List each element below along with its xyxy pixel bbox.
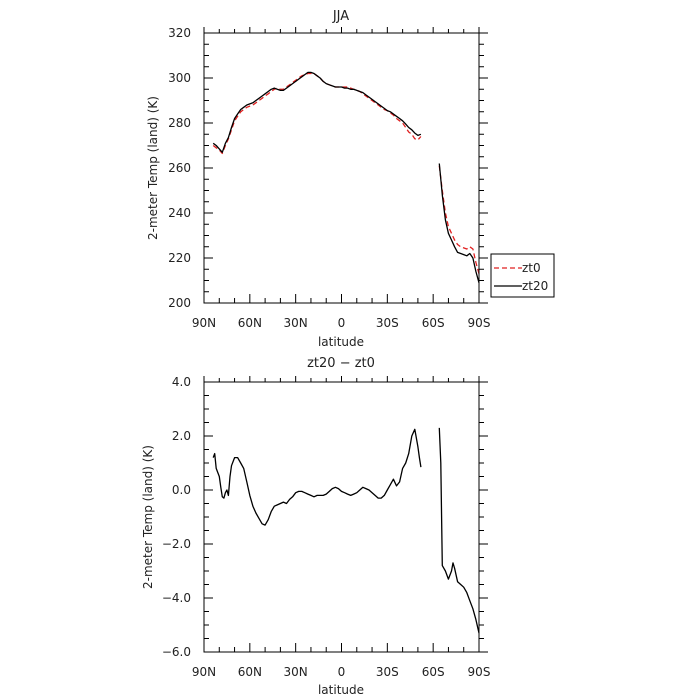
- bottom-x-tick-label: 60N: [238, 665, 262, 679]
- top-x-tick-label: 30S: [376, 316, 399, 330]
- top-ticks-layer: 90N 60N 30N 0 30S 60S 90S 200 220 240 260 280 300 320: [168, 26, 490, 330]
- bottom-panel: zt20 − zt0 90N 60N 30N 0 30S 60S 90S −6.0 −4.0 −2…: [141, 356, 490, 697]
- top-y-tick-label: 200: [168, 296, 191, 310]
- bottom-series-diff-segment-0: [212, 428, 422, 526]
- top-series-zt0-segment-0: [212, 72, 422, 155]
- bottom-y-axis-label: 2-meter Temp (land) (K): [141, 445, 155, 589]
- top-y-tick-label: 220: [168, 251, 191, 265]
- top-y-tick-label: 300: [168, 71, 191, 85]
- bottom-series-layer: [212, 427, 480, 634]
- top-y-tick-label: 260: [168, 161, 191, 175]
- top-series-zt0-segment-1: [438, 165, 480, 274]
- top-x-tick-label: 0: [338, 316, 346, 330]
- top-series-zt20-segment-0: [212, 71, 422, 153]
- top-y-tick-label: 280: [168, 116, 191, 130]
- top-y-axis-label: 2-meter Temp (land) (K): [146, 96, 160, 240]
- bottom-y-tick-label: 0.0: [172, 483, 191, 497]
- top-series-layer: [212, 71, 480, 283]
- bottom-ticks-layer: 90N 60N 30N 0 30S 60S 90S −6.0 −4.0 −2.0 0.0 2.0 4.0: [162, 375, 491, 679]
- bottom-x-axis-label: latitude: [318, 683, 364, 697]
- top-x-tick-label: 90S: [468, 316, 491, 330]
- legend-label-zt0: zt0: [522, 261, 541, 275]
- top-y-tick-label: 240: [168, 206, 191, 220]
- bottom-x-tick-label: 0: [338, 665, 346, 679]
- bottom-y-tick-label: 4.0: [172, 375, 191, 389]
- top-x-axis-label: latitude: [318, 335, 364, 349]
- bottom-y-tick-label: −6.0: [162, 645, 191, 659]
- top-chart-title: JJA: [332, 9, 349, 24]
- top-series-zt20-segment-1: [438, 163, 480, 283]
- bottom-y-tick-label: −2.0: [162, 537, 191, 551]
- bottom-plot-frame: [203, 381, 480, 653]
- bottom-x-tick-label: 30S: [376, 665, 399, 679]
- bottom-series-diff-segment-1: [438, 427, 480, 634]
- bottom-x-tick-label: 30N: [284, 665, 308, 679]
- bottom-y-tick-label: 2.0: [172, 429, 191, 443]
- bottom-x-tick-label: 90N: [192, 665, 216, 679]
- top-x-tick-label: 60N: [238, 316, 262, 330]
- legend: zt0 zt20: [490, 253, 555, 298]
- bottom-x-tick-label: 60S: [422, 665, 445, 679]
- legend-box: [490, 253, 555, 298]
- top-plot-frame: [203, 32, 480, 304]
- top-x-tick-label: 90N: [192, 316, 216, 330]
- legend-label-zt20: zt20: [522, 279, 548, 293]
- bottom-x-tick-label: 90S: [468, 665, 491, 679]
- top-x-tick-label: 60S: [422, 316, 445, 330]
- top-x-tick-label: 30N: [284, 316, 308, 330]
- top-y-tick-label: 320: [168, 26, 191, 40]
- bottom-y-tick-label: −4.0: [162, 591, 191, 605]
- top-panel: JJA 90N 60N 30N 0 30S 60S 90S 200 220 240 260 280 30…: [146, 9, 555, 349]
- bottom-chart-title: zt20 − zt0: [307, 356, 375, 371]
